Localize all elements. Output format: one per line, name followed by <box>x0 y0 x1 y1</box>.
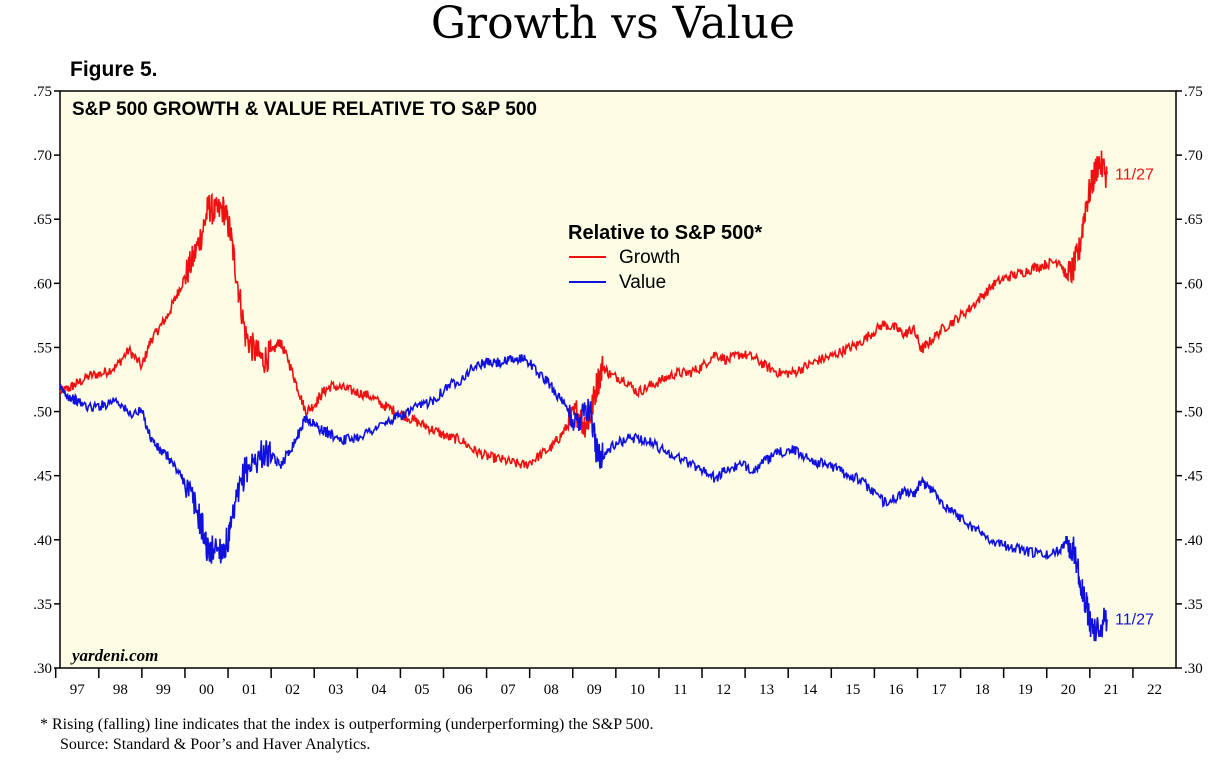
x-tick-label: 13 <box>759 682 774 698</box>
y-tick-label-left: .30 <box>33 661 52 677</box>
x-tick-label: 04 <box>371 682 387 698</box>
x-tick-label: 09 <box>587 682 602 698</box>
y-tick-label-right: .45 <box>1184 469 1203 485</box>
x-tick-label: 05 <box>414 682 429 698</box>
figure-label: Figure 5. <box>70 58 158 81</box>
x-tick-label: 01 <box>242 682 257 698</box>
x-tick-label: 98 <box>113 682 128 698</box>
y-tick-label-right: .60 <box>1184 276 1203 292</box>
x-tick-label: 19 <box>1018 682 1033 698</box>
x-tick-label: 06 <box>458 682 474 698</box>
legend: Relative to S&P 500* Growth Value <box>568 222 762 293</box>
x-tick-label: 00 <box>199 682 214 698</box>
legend-label-value: Value <box>619 272 666 293</box>
x-tick-label: 99 <box>156 682 171 698</box>
x-tick-label: 08 <box>544 682 559 698</box>
x-tick-label: 20 <box>1061 682 1076 698</box>
x-tick-label: 16 <box>888 682 904 698</box>
y-tick-label-right: .35 <box>1184 597 1203 613</box>
legend-title: Relative to S&P 500* <box>568 222 762 244</box>
series-line-value <box>59 354 1108 642</box>
y-tick-label-left: .70 <box>33 148 52 164</box>
y-tick-label-right: .50 <box>1184 405 1203 421</box>
x-tick-label: 10 <box>630 682 645 698</box>
y-tick-label-left: .35 <box>33 597 52 613</box>
x-tick-label: 12 <box>716 682 731 698</box>
y-tick-label-right: .40 <box>1184 533 1203 549</box>
chart-title: S&P 500 GROWTH & VALUE RELATIVE TO S&P 5… <box>72 99 537 120</box>
y-tick-label-right: .55 <box>1184 340 1203 356</box>
x-tick-label: 11 <box>673 682 687 698</box>
x-tick-label: 14 <box>802 682 818 698</box>
y-tick-label-left: .45 <box>33 469 52 485</box>
end-label-growth: 11/27 <box>1115 166 1154 183</box>
y-tick-label-left: .50 <box>33 405 52 421</box>
x-tick-label: 22 <box>1147 682 1162 698</box>
x-tick-label: 15 <box>845 682 860 698</box>
y-tick-label-left: .65 <box>33 212 52 228</box>
y-tick-label-left: .55 <box>33 340 52 356</box>
y-tick-label-left: .60 <box>33 276 52 292</box>
x-tick-label: 02 <box>285 682 300 698</box>
y-tick-label-right: .75 <box>1184 84 1203 100</box>
series-layer: 11/27 11/27 <box>59 150 1154 642</box>
page-title: Growth vs Value <box>430 0 796 49</box>
legend-label-growth: Growth <box>619 247 680 268</box>
source-note: Source: Standard & Poor’s and Haver Anal… <box>60 736 371 753</box>
x-tick-label: 03 <box>328 682 343 698</box>
x-tick-label: 97 <box>70 682 86 698</box>
y-tick-label-right: .70 <box>1184 148 1203 164</box>
y-tick-label-right: .65 <box>1184 212 1203 228</box>
y-tick-label-right: .30 <box>1184 661 1203 677</box>
end-label-value: 11/27 <box>1115 611 1154 628</box>
x-tick-label: 17 <box>932 682 948 698</box>
axes: .30 .30 .35 .35 .40 .40 .45 .45 .50 .50 .55 .55 .60.… <box>33 84 1203 698</box>
watermark: yardeni.com <box>70 646 158 665</box>
x-tick-label: 18 <box>975 682 990 698</box>
y-tick-label-left: .40 <box>33 533 52 549</box>
footnote: * Rising (falling) line indicates that t… <box>40 716 654 733</box>
x-tick-label: 07 <box>501 682 517 698</box>
y-tick-label-left: .75 <box>33 84 52 100</box>
x-tick-label: 21 <box>1104 682 1119 698</box>
series-line-growth <box>59 150 1108 469</box>
